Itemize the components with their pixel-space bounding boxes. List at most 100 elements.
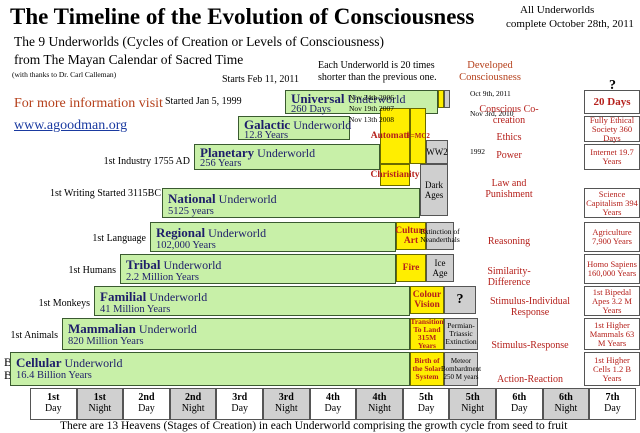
heaven-13: 7th Day: [589, 388, 636, 420]
heaven-number: 5th: [419, 392, 434, 403]
result-familial: 1st Bipedal Apes 3.2 M Years: [584, 286, 640, 316]
event-automation: Automation: [371, 108, 419, 164]
row-start-label: 1st Language: [92, 233, 146, 244]
heaven-number: 1st: [93, 392, 106, 403]
heaven-type: Day: [138, 403, 155, 414]
heaven-number: 6th: [512, 392, 527, 403]
subtitle-line-2: from The Mayan Calendar of Sacred Time: [14, 52, 244, 67]
emc2-label: E=MC2: [406, 132, 430, 140]
event-dark-ages: Dark Ages: [420, 164, 448, 216]
underworld-row-mammalian: Mammalian Underworld 820 Million Years: [62, 318, 410, 350]
completion-date: complete October 28th, 2011: [506, 18, 634, 30]
note-nov-24-2006: Nov 24th 2006: [349, 93, 394, 102]
heaven-5: 3rd Day: [216, 388, 263, 420]
note-nov-13-2008: Nov 13th 2008: [349, 115, 394, 124]
note-nov-19-2007: Nov 19th 2007: [349, 104, 394, 113]
underworld-name: Universal Underworld: [291, 91, 406, 106]
result-planetary: Internet 19.7 Years: [584, 144, 640, 170]
heaven-type: Day: [417, 403, 435, 414]
heaven-number: 1st: [47, 392, 60, 403]
developed-consciousness-header: Developed Consciousness: [459, 60, 521, 83]
heaven-type: Night: [554, 403, 578, 414]
result-mammalian: 1st Higher Mammals 63 M Years: [584, 318, 640, 350]
stripe-universal-grey: [444, 90, 450, 108]
underworld-duration: 16.4 Billion Years: [16, 370, 92, 381]
footer-note: There are 13 Heavens (Stages of Creation…: [60, 420, 568, 432]
underworld-row-planetary: Planetary Underworld 256 Years: [194, 144, 380, 170]
event-christianity: Christianity: [370, 164, 420, 186]
question-mark: ?: [609, 78, 616, 93]
event-ww2: WW2: [426, 140, 448, 164]
underworld-name: Mammalian Underworld: [68, 321, 197, 336]
heaven-type: Night: [461, 403, 485, 414]
heaven-type: Day: [510, 403, 528, 414]
heaven-9: 5th Day: [402, 388, 450, 420]
heaven-type: Day: [231, 403, 249, 414]
heaven-4: 2nd Night: [169, 388, 217, 420]
underworld-duration: 820 Million Years: [68, 336, 144, 347]
heaven-10: 5th Night: [449, 388, 496, 420]
heaven-type: Night: [274, 403, 298, 414]
heaven-type: Day: [604, 403, 621, 414]
note-oct-9: Oct 9th, 2011: [470, 89, 511, 98]
event-ice-age: Ice Age: [426, 254, 454, 282]
underworld-duration: 102,000 Years: [156, 240, 216, 251]
heaven-type: Day: [324, 403, 342, 414]
underworld-row-regional: Regional Underworld 102,000 Years: [150, 222, 396, 252]
underworld-name: Tribal Underworld: [126, 257, 222, 272]
underworld-name: Familial Underworld: [100, 289, 208, 304]
underworld-name: Regional Underworld: [156, 225, 267, 240]
result-cellular: 1st Higher Cells 1.2 B Years: [584, 352, 640, 386]
underworld-duration: 260 Days: [291, 104, 331, 115]
underworld-duration: 41 Million Years: [100, 304, 171, 315]
heaven-1: 1st Day: [30, 388, 77, 420]
heaven-type: Night: [368, 403, 391, 414]
event-permian-extinction: Permian-Triassic Extinction: [444, 318, 478, 350]
page-title: The Timeline of the Evolution of Conscio…: [10, 4, 475, 29]
dev-action-reaction: Action-Reaction: [496, 374, 564, 385]
heaven-number: 3rd: [232, 392, 248, 403]
event-emc2: E=MC2: [406, 108, 430, 164]
heaven-type: Night: [181, 403, 205, 414]
result-tribal: Homo Sapiens 160,000 Years: [584, 254, 640, 284]
website-link[interactable]: www.agoodman.org: [14, 118, 128, 133]
dev-stimulus-individual: Stimulus-Individual Response: [490, 296, 570, 318]
heaven-number: 4th: [372, 392, 387, 403]
heaven-12: 6th Night: [542, 388, 590, 420]
event-unknown: ?: [444, 286, 476, 314]
event-meteor-bombardment: Meteor Bombardment 250 M years: [441, 352, 481, 386]
heaven-number: 2nd: [138, 392, 155, 403]
heaven-type: Night: [88, 403, 112, 414]
heaven-number: 7th: [605, 392, 620, 403]
underworld-row-galactic: Galactic Underworld 12.8 Years: [238, 116, 352, 141]
dev-reasoning: Reasoning: [487, 236, 531, 247]
result-regional: Agriculture 7,900 Years: [584, 222, 640, 252]
result-universal: 20 Days: [584, 90, 640, 114]
row-start-label: 1st Animals: [10, 330, 58, 341]
event-colour-vision: Colour Vision: [410, 286, 444, 314]
heaven-6: 3rd Night: [263, 388, 310, 420]
underworld-name: National Underworld: [168, 191, 277, 206]
heaven-type: Day: [44, 403, 62, 414]
all-underworlds-label: All Underworlds: [520, 4, 595, 16]
underworld-duration: 256 Years: [200, 158, 242, 169]
underworld-row-tribal: Tribal Underworld 2.2 Million Years: [120, 254, 396, 284]
dev-law: Law and Punishment: [485, 178, 533, 200]
row-start-label: Starts Feb 11, 2011: [222, 74, 300, 85]
heaven-8: 4th Night: [356, 388, 403, 420]
underworld-name: Planetary Underworld: [200, 145, 316, 160]
info-text: For more information visit: [14, 96, 163, 111]
credit-note: (with thanks to Dr. Carl Calleman): [12, 70, 117, 79]
heaven-7: 4th Day: [309, 388, 357, 420]
dev-power: Power: [496, 150, 522, 161]
event-transition-to-land: Transition To Land 315M Years: [410, 317, 444, 350]
heaven-11: 6th Day: [496, 388, 543, 420]
result-galactic: Fully Ethical Society 360 Days: [584, 115, 640, 142]
heaven-2: 1st Night: [76, 388, 124, 420]
underworld-row-cellular: Cellular Underworld 16.4 Billion Years: [10, 352, 410, 386]
row-start-label: 1st Writing Started 3115BC: [50, 188, 161, 199]
dev-co-creation: Conscious Co-creation: [479, 104, 539, 126]
underworld-row-familial: Familial Underworld 41 Million Years: [94, 286, 410, 316]
row-start-label: Started Jan 5, 1999: [165, 96, 242, 107]
underworld-name: Galactic Underworld: [244, 117, 352, 132]
